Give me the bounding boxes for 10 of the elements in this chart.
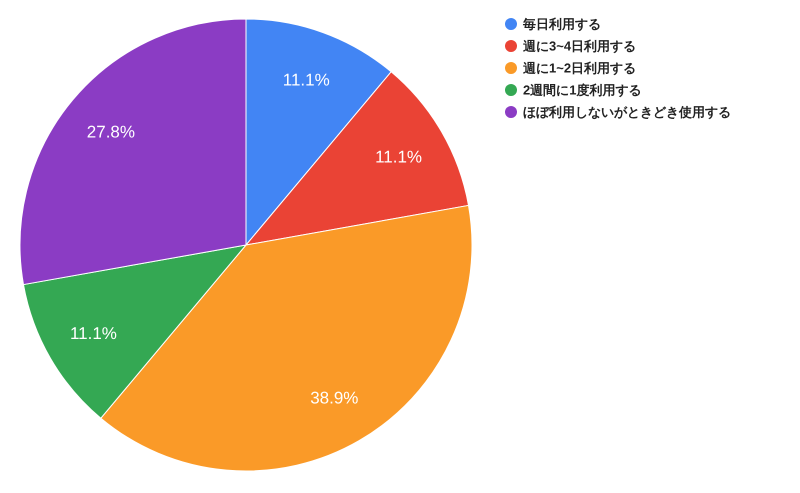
legend-label: 週に1~2日利用する	[522, 60, 636, 76]
legend-label: ほぼ利用しないがときどき使用する	[523, 104, 731, 120]
data-label: 11.1%	[70, 324, 117, 344]
data-label: 11.1%	[375, 148, 422, 167]
legend-label: 2週間に1度利用する	[523, 82, 642, 98]
legend-label: 毎日利用する	[522, 16, 601, 32]
data-label: 11.1%	[282, 70, 330, 90]
data-label: 27.8%	[86, 122, 135, 142]
legend-label: 週に3~4日利用する	[522, 38, 636, 54]
data-label: 38.9%	[310, 388, 358, 408]
